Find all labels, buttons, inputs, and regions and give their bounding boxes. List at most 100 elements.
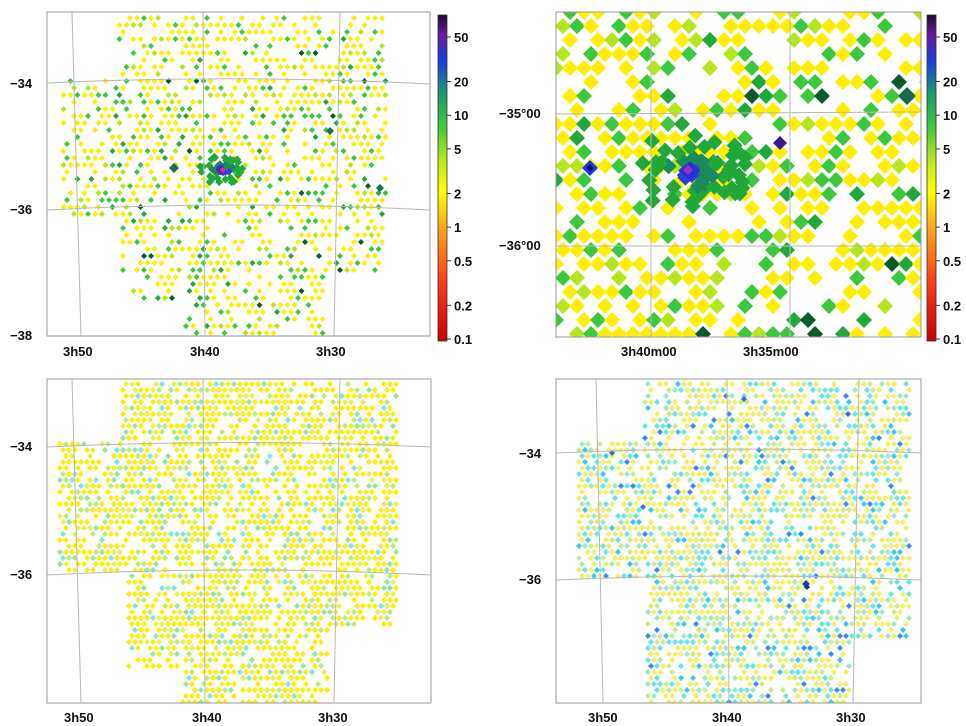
data-point <box>193 274 200 280</box>
data-point <box>162 85 168 91</box>
data-point <box>78 197 84 203</box>
data-point <box>151 22 158 28</box>
data-point <box>273 525 279 531</box>
data-point <box>387 525 393 531</box>
data-point <box>92 127 98 133</box>
data-point <box>897 585 903 591</box>
data-point <box>297 513 303 519</box>
data-point <box>183 85 189 91</box>
data-point <box>651 573 657 579</box>
data-point <box>273 633 279 639</box>
data-point <box>585 513 591 519</box>
data-point <box>312 615 318 621</box>
data-point <box>132 579 138 585</box>
data-point <box>582 495 588 501</box>
data-point <box>151 176 158 182</box>
data-point <box>249 393 255 399</box>
data-point <box>342 483 348 489</box>
data-point <box>783 453 789 459</box>
data-point <box>354 50 361 56</box>
data-point <box>183 561 189 567</box>
data-point <box>717 597 723 603</box>
data-point <box>720 615 726 621</box>
data-point <box>765 441 771 447</box>
data-point <box>211 85 217 91</box>
data-point <box>877 46 893 62</box>
data-point <box>358 85 364 91</box>
data-point <box>221 232 228 238</box>
data-point <box>240 399 246 405</box>
data-point <box>828 256 844 272</box>
data-point <box>384 591 390 597</box>
data-point <box>891 242 907 258</box>
data-point <box>702 284 718 300</box>
data-point <box>72 519 78 525</box>
data-point <box>153 621 159 627</box>
data-point <box>186 555 192 561</box>
data-point <box>684 639 690 645</box>
data-point <box>165 657 171 663</box>
data-point <box>381 621 387 627</box>
data-point <box>825 429 831 435</box>
data-point <box>870 519 876 525</box>
data-point <box>126 579 132 585</box>
data-point <box>852 447 858 453</box>
data-point <box>669 501 675 507</box>
data-point <box>365 197 371 203</box>
data-point <box>729 393 735 399</box>
data-point <box>730 12 746 20</box>
data-point <box>888 543 894 549</box>
data-point <box>625 46 641 62</box>
data-point <box>856 172 872 188</box>
data-point <box>117 465 123 471</box>
data-point <box>172 246 179 252</box>
data-point <box>821 298 837 314</box>
data-point <box>156 387 162 393</box>
data-point <box>318 687 324 693</box>
data-point <box>144 78 151 84</box>
data-point <box>240 519 246 525</box>
data-point <box>645 501 651 507</box>
data-point <box>735 465 741 471</box>
data-point <box>393 525 399 531</box>
colorbar-tick-label: 20 <box>454 75 468 90</box>
data-point <box>807 597 813 603</box>
data-point <box>360 615 366 621</box>
data-point <box>312 591 318 597</box>
data-point <box>798 423 804 429</box>
data-point <box>186 531 192 537</box>
data-point <box>729 417 735 423</box>
data-point <box>387 441 393 447</box>
data-point <box>129 465 135 471</box>
data-point <box>291 489 297 495</box>
data-point <box>684 423 690 429</box>
data-point <box>657 549 663 555</box>
data-point <box>288 113 294 119</box>
data-point <box>327 417 333 423</box>
data-point <box>651 537 657 543</box>
data-point <box>138 579 144 585</box>
data-point <box>285 681 291 687</box>
data-point <box>347 246 354 252</box>
data-point <box>717 393 723 399</box>
data-point <box>877 18 893 34</box>
data-point <box>263 78 270 84</box>
data-point <box>735 513 741 519</box>
data-point <box>218 127 224 133</box>
data-point <box>210 387 216 393</box>
data-point <box>174 435 180 441</box>
data-point <box>611 186 627 202</box>
data-point <box>270 471 276 477</box>
data-point <box>726 447 732 453</box>
data-point <box>369 585 375 591</box>
data-point <box>906 447 912 453</box>
data-point <box>218 323 224 329</box>
data-point <box>60 519 66 525</box>
data-point <box>777 489 783 495</box>
data-point <box>744 567 750 573</box>
data-point <box>621 489 627 495</box>
data-point <box>303 609 309 615</box>
data-point <box>159 525 165 531</box>
data-point <box>379 211 385 217</box>
data-point <box>195 429 201 435</box>
